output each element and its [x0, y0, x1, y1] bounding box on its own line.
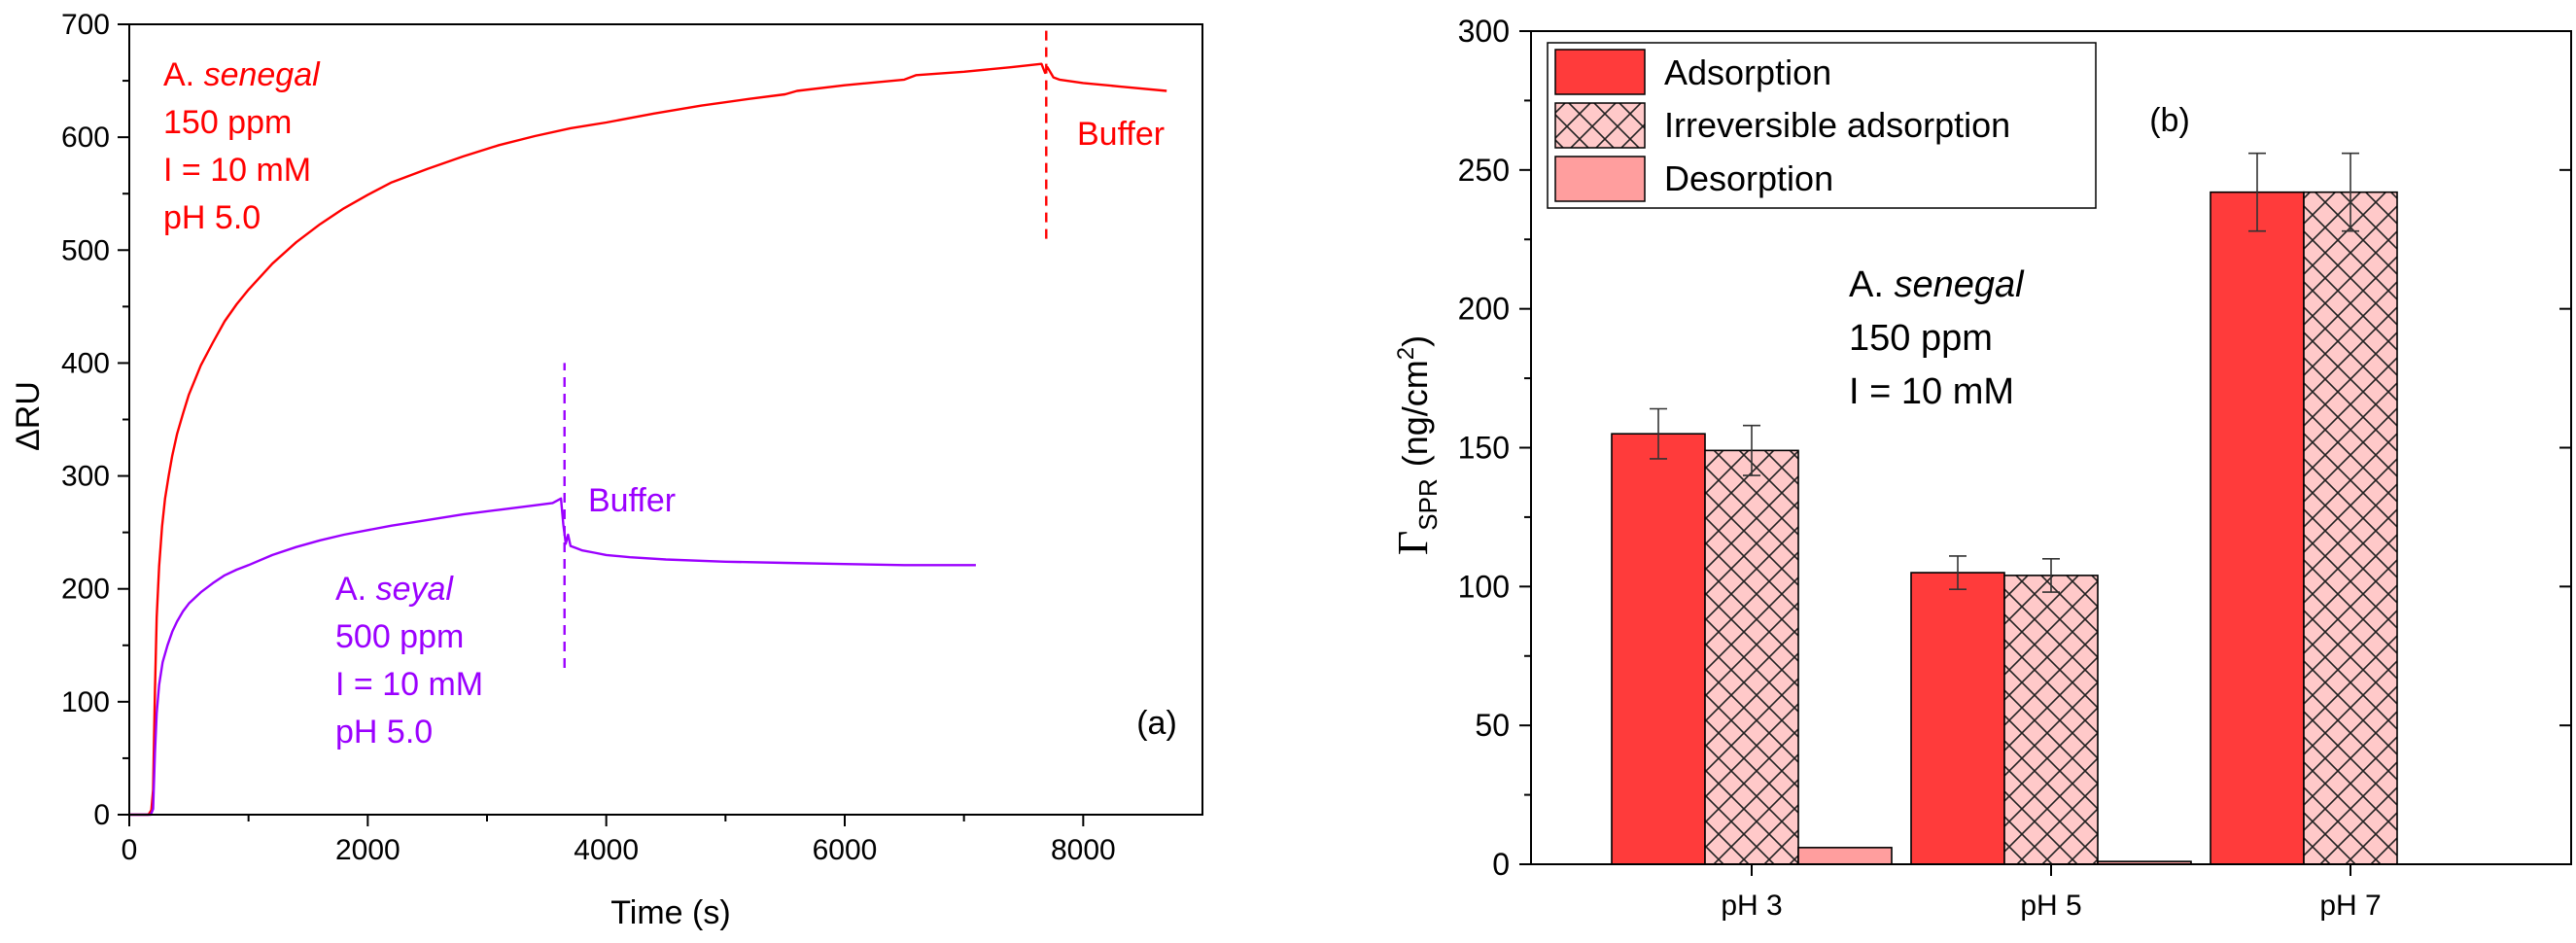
panel-b-y-tick-label: 150 [1458, 431, 1510, 466]
panel-a-x-tick-label: 8000 [1051, 834, 1116, 866]
panel-a-x-tick-label: 4000 [574, 834, 639, 866]
bar-adsorption-ph5 [1910, 572, 2005, 865]
panel-b-y-tick-label: 100 [1458, 569, 1510, 604]
legend-label-desorption: Desorption [1664, 158, 1833, 198]
panel-a-y-tick-label: 400 [61, 347, 110, 379]
panel-b-annotation-line-3: I = 10 mM [1849, 371, 2014, 412]
panel-b-label: (b) [2149, 102, 2190, 139]
bar-irreversible-adsorption-ph5 [2003, 575, 2099, 865]
panel-b-y-label-unit: (ng/cm [1395, 360, 1435, 467]
buffer-label-seyal: Buffer [588, 482, 676, 519]
panel-b-annotation: A. senegal 150 ppm I = 10 mM [1849, 264, 2025, 412]
legend-swatch-adsorption [1554, 49, 1646, 95]
panel-b-bars-group [1611, 191, 2398, 865]
panel-a-x-tick-label: 0 [122, 834, 138, 866]
bar-adsorption-ph3 [1611, 433, 1706, 865]
panel-b-annotation-line-1: A. senegal [1849, 264, 2025, 305]
panel-b-y-tick-label: 250 [1458, 153, 1510, 188]
panel-a-x-tick-label: 2000 [335, 834, 400, 866]
senegal-annotation-line-1: A. senegal [163, 56, 321, 93]
seyal-annotation-line-4: pH 5.0 [335, 714, 433, 751]
panel-b-y-tick-label: 0 [1492, 847, 1510, 882]
series-line-seyal [129, 497, 976, 817]
panel-b-axis-ticks: 0 50 100 150 200 250 300 pH 3 pH 5 pH 7 [1458, 14, 2571, 922]
bar-irreversible-adsorption-ph7 [2303, 191, 2398, 865]
panel-b-species: senegal [1894, 264, 2025, 305]
legend-label-adsorption: Adsorption [1664, 52, 1831, 92]
panel-a-plot-frame [128, 23, 1203, 816]
bar-adsorption-ph7 [2210, 191, 2305, 865]
seyal-species: seyal [376, 571, 455, 608]
panel-a-y-tick-label: 500 [61, 234, 110, 266]
panel-b-y-label-gamma: Γ [1389, 531, 1437, 555]
panel-a-series-group [129, 62, 1167, 817]
panel-b-bar-chart: 0 50 100 150 200 250 300 pH 3 pH 5 pH 7 ΓSPR (ng/c… [1389, 14, 2572, 922]
panel-a-y-axis-label: ΔRU [10, 381, 47, 451]
panel-b-y-label-sup: 2 [1393, 347, 1419, 360]
panel-b-x-tick-label: pH 5 [2020, 890, 2081, 922]
panel-a-label: (a) [1136, 705, 1177, 742]
bar-desorption-ph3 [1797, 847, 1893, 865]
senegal-annotation-line-3: I = 10 mM [163, 152, 311, 189]
panel-b-y-tick-label: 50 [1475, 708, 1510, 743]
panel-a-line-chart: 0 2000 4000 6000 80000100200300400500600700 … [10, 9, 1203, 931]
senegal-genus: A. [163, 56, 204, 93]
panel-a-y-tick-label: 600 [61, 122, 110, 154]
panel-b-y-label-sub: SPR [1413, 478, 1443, 530]
seyal-annotation: A. seyal 500 ppm I = 10 mM pH 5.0 [335, 571, 483, 751]
panel-b-legend: Adsorption Irreversible adsorption Desor… [1547, 42, 2097, 209]
panel-b-y-tick-label: 200 [1458, 292, 1510, 327]
series-line-senegal [129, 62, 1167, 817]
panel-a-buffer-lines [563, 24, 1048, 669]
buffer-label-senegal: Buffer [1077, 116, 1165, 153]
panel-a-y-tick-label: 200 [61, 574, 110, 606]
panel-b-x-tick-label: pH 3 [1721, 890, 1782, 922]
senegal-annotation: A. senegal 150 ppm I = 10 mM pH 5.0 [163, 56, 321, 236]
panel-a-y-tick-label: 700 [61, 9, 110, 41]
seyal-annotation-line-3: I = 10 mM [335, 666, 483, 703]
panel-b-y-axis-label: ΓSPR (ng/cm2) [1389, 335, 1443, 555]
bar-irreversible-adsorption-ph3 [1704, 449, 1799, 865]
senegal-annotation-line-4: pH 5.0 [163, 199, 261, 236]
senegal-annotation-line-2: 150 ppm [163, 104, 292, 141]
legend-swatch-desorption [1554, 156, 1646, 202]
panel-b-genus: A. [1849, 264, 1894, 305]
legend-label-irreversible: Irreversible adsorption [1664, 105, 2010, 145]
panel-a-y-tick-label: 100 [61, 686, 110, 718]
seyal-annotation-line-1: A. seyal [335, 571, 454, 608]
panel-b-x-tick-label: pH 7 [2319, 890, 2381, 922]
panel-b-error-bars [1650, 152, 2359, 593]
panel-b-y-label-close: ) [1395, 335, 1435, 347]
senegal-species: senegal [204, 56, 322, 93]
seyal-annotation-line-2: 500 ppm [335, 618, 464, 655]
panel-a-x-axis-label: Time (s) [610, 894, 730, 931]
seyal-genus: A. [335, 571, 376, 608]
legend-swatch-irreversible [1554, 102, 1646, 149]
panel-a-axis-ticks: 0 2000 4000 6000 8000 0 100 200 300 400 500 600 700 [61, 9, 1116, 866]
panel-b-annotation-line-2: 150 ppm [1849, 318, 1993, 359]
panel-b-y-tick-label: 300 [1458, 14, 1510, 49]
panel-a-y-tick-label: 300 [61, 461, 110, 493]
panel-a-y-tick-label: 0 [93, 799, 110, 831]
panel-a-x-tick-label: 6000 [813, 834, 878, 866]
